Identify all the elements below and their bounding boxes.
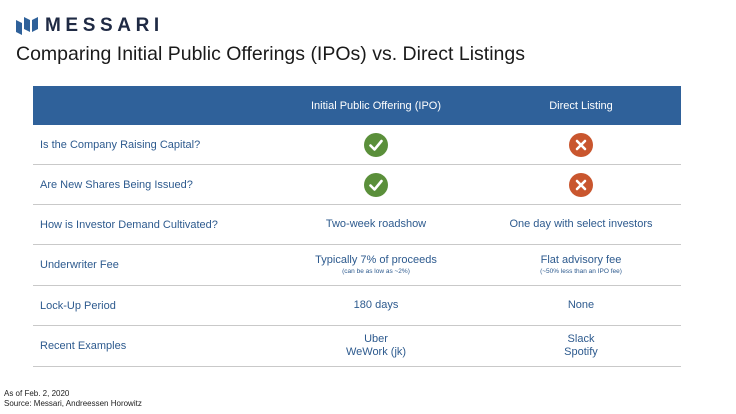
footer: As of Feb. 2, 2020 Source: Messari, Andr… <box>4 389 142 409</box>
direct-fee-text: Flat advisory fee <box>540 254 622 266</box>
example-item: Spotify <box>564 346 598 358</box>
header-cell-direct: Direct Listing <box>549 99 613 112</box>
direct-cell: Flat advisory fee (~50% less than an IPO… <box>481 254 681 276</box>
example-item: Uber <box>364 333 388 345</box>
table-header: Initial Public Offering (IPO) Direct Lis… <box>33 86 681 125</box>
ipo-cell: 180 days <box>353 299 399 311</box>
direct-cell <box>481 172 681 197</box>
table-row: Recent Examples Uber WeWork (jk) Slack S… <box>33 326 681 367</box>
table-row: Are New Shares Being Issued? <box>33 165 681 205</box>
row-label: How is Investor Demand Cultivated? <box>40 218 218 231</box>
table-row: Is the Company Raising Capital? <box>33 125 681 165</box>
table-row: How is Investor Demand Cultivated? Two-w… <box>33 205 681 245</box>
table-row: Underwriter Fee Typically 7% of proceeds… <box>33 245 681 286</box>
example-item: Slack <box>567 333 595 345</box>
header-cell-ipo: Initial Public Offering (IPO) <box>310 99 441 112</box>
page-title: Comparing Initial Public Offerings (IPOs… <box>16 43 525 65</box>
brand-logo: MESSARI <box>16 15 164 37</box>
row-label: Lock-Up Period <box>40 299 116 312</box>
row-label: Is the Company Raising Capital? <box>40 138 201 151</box>
ipo-fee-note: (can be as low as ~2%) <box>342 268 410 275</box>
direct-cell: Slack Spotify <box>481 333 681 359</box>
x-icon <box>569 132 593 157</box>
ipo-cell <box>271 132 481 157</box>
ipo-fee-text: Typically 7% of proceeds <box>315 254 437 266</box>
check-icon <box>364 132 388 157</box>
direct-fee-note: (~50% less than an IPO fee) <box>540 268 622 275</box>
ipo-cell: Uber WeWork (jk) <box>271 333 481 359</box>
as-of-date: As of Feb. 2, 2020 <box>4 389 70 398</box>
direct-cell: None <box>567 299 595 311</box>
ipo-cell: Typically 7% of proceeds (can be as low … <box>271 254 481 276</box>
comparison-table: Initial Public Offering (IPO) Direct Lis… <box>33 86 681 367</box>
ipo-cell: Two-week roadshow <box>325 218 427 230</box>
x-icon <box>569 172 593 197</box>
example-item: WeWork (jk) <box>345 346 407 358</box>
table-row: Lock-Up Period 180 days None <box>33 286 681 326</box>
row-label: Are New Shares Being Issued? <box>40 178 193 191</box>
ipo-cell <box>271 172 481 197</box>
check-icon <box>364 172 388 197</box>
source-note: Source: Messari, Andreessen Horowitz <box>4 399 142 408</box>
direct-cell <box>481 132 681 157</box>
messari-logo-icon <box>16 17 38 35</box>
row-label: Recent Examples <box>40 340 127 352</box>
brand-name: MESSARI <box>45 15 164 36</box>
row-label: Underwriter Fee <box>40 259 119 271</box>
direct-cell: One day with select investors <box>509 218 653 230</box>
